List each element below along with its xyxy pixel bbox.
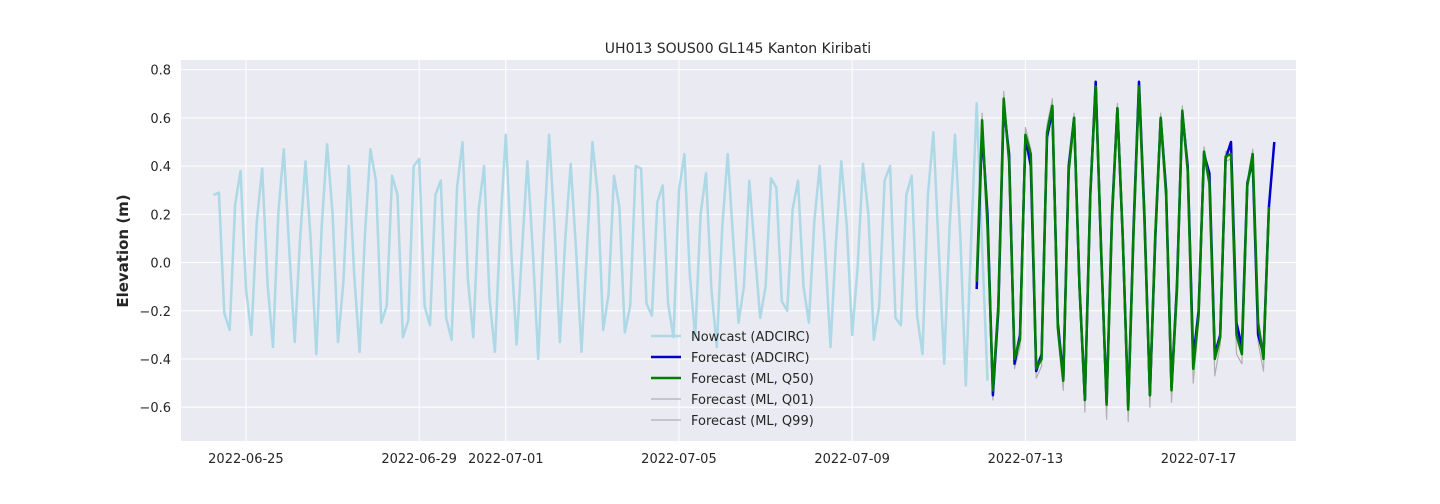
y-tick-label: −0.6 bbox=[139, 401, 171, 416]
series-line-0 bbox=[212, 102, 989, 387]
y-tick-label: 0.2 bbox=[150, 208, 171, 223]
x-tick-label: 2022-06-25 bbox=[208, 452, 284, 467]
y-tick-label: −0.4 bbox=[139, 353, 171, 368]
legend-label: Forecast (ML, Q01) bbox=[691, 393, 814, 408]
x-tick-label: 2022-06-29 bbox=[381, 452, 457, 467]
legend-label: Nowcast (ADCIRC) bbox=[691, 330, 810, 345]
y-tick-label: −0.2 bbox=[139, 305, 171, 320]
x-tick-label: 2022-07-01 bbox=[468, 452, 544, 467]
x-tick-label: 2022-07-17 bbox=[1161, 452, 1237, 467]
y-tick-label: 0.4 bbox=[150, 160, 171, 175]
legend-label: Forecast (ADCIRC) bbox=[691, 351, 810, 366]
series-layer bbox=[212, 80, 1276, 423]
y-axis-label: Elevation (m) bbox=[114, 194, 132, 307]
y-tick-labels: −0.6 −0.4 −0.2 0.0 0.2 0.4 0.6 0.8 bbox=[139, 64, 171, 417]
legend-label: Forecast (ML, Q50) bbox=[691, 372, 814, 387]
chart-title: UH013 SOUS00 GL145 Kanton Kiribati bbox=[605, 41, 871, 57]
y-tick-label: 0.8 bbox=[150, 64, 171, 79]
x-tick-label: 2022-07-05 bbox=[641, 452, 717, 467]
x-tick-label: 2022-07-13 bbox=[988, 452, 1064, 467]
x-tick-label: 2022-07-09 bbox=[814, 452, 890, 467]
y-tick-label: 0.6 bbox=[150, 112, 171, 127]
y-tick-label: 0.0 bbox=[150, 257, 171, 272]
legend-label: Forecast (ML, Q99) bbox=[691, 414, 814, 429]
x-tick-labels: 2022-06-25 2022-06-29 2022-07-01 2022-07-05… bbox=[208, 452, 1236, 467]
series-line-2 bbox=[975, 85, 1271, 411]
legend: Nowcast (ADCIRC) Forecast (ADCIRC) Forecas… bbox=[651, 330, 814, 429]
